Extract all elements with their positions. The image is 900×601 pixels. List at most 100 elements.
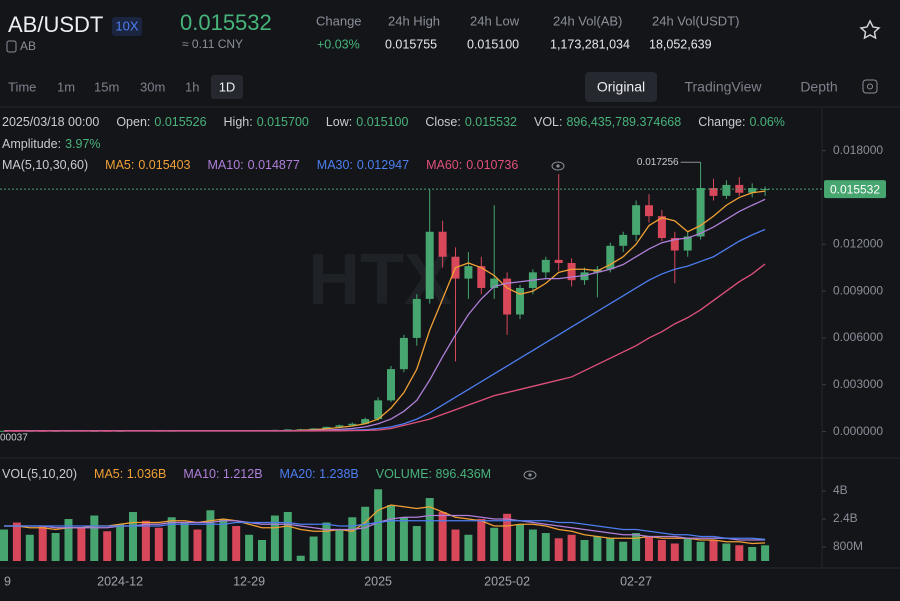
interval-button[interactable]: 15m [94, 79, 119, 94]
candle-body [541, 259, 550, 273]
favorite-star[interactable] [859, 19, 881, 40]
stat-value: 1,173,281,034 [550, 37, 630, 51]
last-price-label: 0.015532 [830, 182, 880, 196]
candle-body [748, 188, 757, 193]
volume-bar [116, 524, 125, 561]
coin-icon [6, 40, 17, 53]
legend-title: VOL(5,10,20) [2, 467, 77, 481]
field-value: 0.015100 [356, 115, 408, 129]
pair: AB/USDT [8, 12, 103, 37]
view-button[interactable]: Depth [800, 79, 837, 95]
volume-bar [670, 543, 679, 561]
candle-body [516, 287, 524, 315]
volume-bar [387, 505, 395, 561]
y-tick-label: 800M [833, 539, 863, 553]
candle-body [735, 184, 744, 193]
x-tick-label: 2025 [364, 574, 392, 588]
volume-bar [258, 540, 266, 561]
candle-body [490, 278, 499, 288]
interval-button[interactable]: 1h [185, 79, 199, 94]
volume-bar [399, 517, 408, 561]
stat-value: 0.015100 [467, 37, 519, 51]
ohlc-info: 2025/03/18 00:00 Open: 0.015526 High: 0.0157… [2, 115, 785, 129]
last-price-tag [824, 180, 886, 199]
volume-bar [425, 498, 434, 561]
candle-body [348, 423, 357, 426]
candle-body [567, 262, 576, 281]
y-tick-label: 0.006000 [833, 330, 883, 344]
candle-body [645, 205, 653, 217]
ma-line [4, 263, 766, 432]
vol-legend: VOL(5,10,20) MA5: 1.036B MA10: 1.212B MA20:… [2, 467, 491, 481]
volume-bar [12, 522, 21, 561]
field-value: 0.015526 [154, 115, 206, 129]
volume-bar [0, 529, 8, 561]
candle-body [580, 272, 589, 281]
interval-button[interactable]: 1D [219, 79, 236, 94]
legend-name: MA5: 1.036B [94, 467, 166, 481]
candle-body [696, 188, 705, 237]
stat-value: 18,052,639 [649, 37, 712, 51]
vol-ma-line [4, 504, 766, 545]
volume-bar [167, 517, 176, 561]
field-label: Close: [425, 115, 460, 129]
stat-label: Change [316, 13, 362, 28]
x-tick-label: 9 [4, 574, 11, 588]
y-tick-label: 0.000000 [833, 424, 883, 438]
volume-bar [490, 527, 499, 561]
volume-bar [322, 522, 331, 561]
max-marker-label: 0.017256 [637, 157, 679, 168]
legend-name: MA60: [426, 158, 462, 172]
volume-bar [77, 527, 86, 561]
legend-value: 0.014877 [248, 158, 300, 172]
candle-body [722, 184, 731, 196]
volume-bar [90, 515, 99, 561]
x-tick-label: 2025-02 [484, 574, 530, 588]
volume-bar [709, 540, 718, 561]
legend-name: MA5: [105, 158, 134, 172]
volume-bar [309, 536, 318, 561]
candle-body [387, 369, 395, 401]
candle-body [322, 426, 331, 429]
datetime: 2025/03/18 00:00 [2, 115, 99, 129]
candle-body [657, 216, 666, 239]
field-label: Change: [698, 115, 745, 129]
field-label: Low: [326, 115, 352, 129]
volume-bar [567, 534, 576, 561]
eye-icon[interactable] [523, 470, 537, 480]
volume-bar [245, 534, 254, 561]
volume-bar [64, 519, 73, 561]
volume-bar [154, 527, 163, 561]
stat-label: 24h Low [470, 13, 520, 28]
y-tick-label: 0.009000 [833, 283, 883, 297]
interval-button[interactable]: 30m [140, 79, 165, 94]
volume-bar [141, 520, 150, 561]
candle-body [425, 231, 434, 299]
y-tick-label: 2.4B [833, 511, 858, 525]
volume-bar [541, 533, 550, 561]
view-button[interactable]: TradingView [684, 79, 762, 95]
legend-name: VOLUME: 896.436M [376, 467, 491, 481]
interval-button[interactable]: 1m [57, 79, 75, 94]
screenshot-icon[interactable] [862, 79, 878, 94]
volume-bar [38, 526, 47, 561]
legend-value: 0.010736 [466, 158, 518, 172]
volume-bar [219, 519, 228, 561]
last-price: 0.015532 [180, 10, 272, 35]
interval-button[interactable]: Time [8, 79, 36, 94]
view-button[interactable]: Original [597, 79, 645, 95]
volume-bar [554, 538, 563, 561]
leverage-badge [112, 17, 142, 36]
volume-bar [193, 529, 202, 561]
legend-name: MA30: [317, 158, 353, 172]
field-value: 3.97% [65, 137, 100, 151]
volume-bar [657, 540, 666, 561]
stat-label: 24h High [388, 13, 440, 28]
eye-icon[interactable] [551, 161, 565, 171]
x-tick-label: 2024-12 [97, 574, 143, 588]
legend-name: MA10: 1.212B [183, 467, 262, 481]
candle-body [554, 259, 563, 263]
x-tick-label: 02-27 [620, 574, 652, 588]
y-tick-label: 0.018000 [833, 143, 883, 157]
